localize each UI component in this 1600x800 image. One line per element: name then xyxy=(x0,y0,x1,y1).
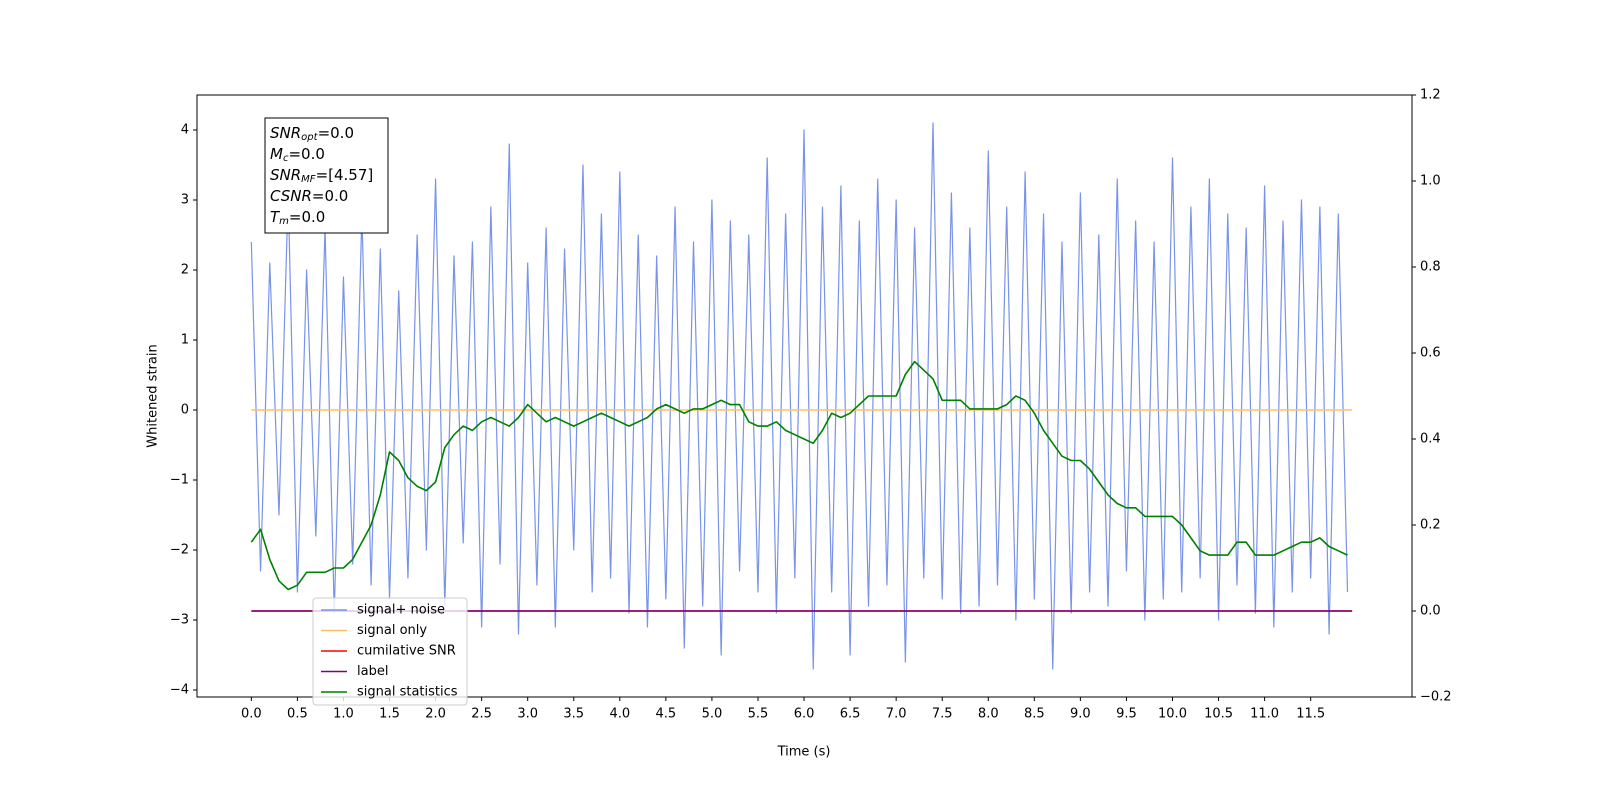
x-tick-label: 5.5 xyxy=(748,707,769,722)
y-tick-label: −3 xyxy=(170,613,189,628)
annotation-text: =0.0 xyxy=(289,208,325,226)
annotation-subscript: MF xyxy=(301,174,316,185)
legend-label: cumilative SNR xyxy=(357,644,456,659)
annotation-line: SNRopt=0.0 xyxy=(270,124,354,144)
legend-label: signal statistics xyxy=(357,685,458,700)
x-tick-label: 3.0 xyxy=(517,707,538,722)
x-tick-label: 9.0 xyxy=(1070,707,1091,722)
annotation-text: =0.0 xyxy=(312,187,348,205)
x-tick-label: 8.5 xyxy=(1024,707,1045,722)
x-tick-label: 0.5 xyxy=(287,707,308,722)
y-tick-label: 3 xyxy=(181,193,189,208)
x-tick-label: 4.5 xyxy=(656,707,677,722)
x-tick-label: 10.0 xyxy=(1158,707,1187,722)
annotation-symbol: T xyxy=(270,208,281,226)
legend-label: signal only xyxy=(357,623,427,638)
x-tick-label: 2.5 xyxy=(471,707,492,722)
plot-area xyxy=(250,122,1353,670)
y-axis-label: Whitened strain xyxy=(146,344,161,447)
annotation-subscript: c xyxy=(283,153,289,164)
x-tick-label: 11.0 xyxy=(1250,707,1279,722)
annotation-subscript: opt xyxy=(301,132,318,143)
x-tick-label: 2.0 xyxy=(425,707,446,722)
y-tick-label: −1 xyxy=(170,473,189,488)
annotation-text: =[4.57] xyxy=(316,166,374,184)
y-tick-label: −4 xyxy=(170,683,189,698)
x-tick-label: 11.5 xyxy=(1296,707,1325,722)
legend-frame xyxy=(312,597,468,706)
annotation-symbol: SNR xyxy=(270,124,301,142)
annotation-line: SNRMF=[4.57] xyxy=(270,166,373,186)
x-tick-label: 3.5 xyxy=(563,707,584,722)
y-tick-label: 4 xyxy=(181,123,189,138)
series-line xyxy=(250,360,1348,591)
annotation-subscript: m xyxy=(279,216,289,227)
y-tick-label: 2 xyxy=(181,263,189,278)
annotation-text: =0.0 xyxy=(318,124,354,142)
annotation-symbol: M xyxy=(270,145,283,163)
x-tick-label: 7.0 xyxy=(886,707,907,722)
legend-label: label xyxy=(357,664,388,679)
annotation-text: =0.0 xyxy=(288,145,324,163)
y-tick-label: −2 xyxy=(170,543,189,558)
x-tick-label: 9.5 xyxy=(1116,707,1137,722)
y2-tick-label: 0.6 xyxy=(1420,346,1441,361)
y2-tick-label: 0.0 xyxy=(1420,604,1441,619)
x-tick-label: 5.0 xyxy=(702,707,723,722)
annotation-box: SNRopt=0.0Mc=0.0SNRMF=[4.57]CSNR=0.0Tm=0… xyxy=(264,117,389,234)
legend-label: signal+ noise xyxy=(357,603,445,618)
x-tick-label: 4.0 xyxy=(609,707,630,722)
x-tick-label: 1.0 xyxy=(333,707,354,722)
x-tick-label: 6.5 xyxy=(840,707,861,722)
x-tick-label: 10.5 xyxy=(1204,707,1233,722)
x-tick-label: 7.5 xyxy=(932,707,953,722)
x-tick-label: 0.0 xyxy=(241,707,262,722)
annotation-line: Mc=0.0 xyxy=(270,145,325,165)
x-axis-label: Time (s) xyxy=(777,745,831,760)
y2-tick-label: 0.4 xyxy=(1420,432,1441,447)
y2-tick-label: 1.2 xyxy=(1420,88,1441,103)
y-tick-label: 1 xyxy=(181,333,189,348)
y2-tick-label: 0.8 xyxy=(1420,260,1441,275)
legend: signal+ noise signal only cumilative SNR la… xyxy=(312,597,468,706)
y-tick-label: 0 xyxy=(181,403,189,418)
x-tick-label: 1.5 xyxy=(379,707,400,722)
annotation-symbol: CSNR xyxy=(270,187,312,205)
y2-tick-label: 1.0 xyxy=(1420,174,1441,189)
x-tick-label: 6.0 xyxy=(794,707,815,722)
y2-tick-label: −0.2 xyxy=(1420,690,1452,705)
annotation-line: Tm=0.0 xyxy=(270,208,325,228)
y2-tick-label: 0.2 xyxy=(1420,518,1441,533)
annotation-line: CSNR=0.0 xyxy=(270,187,348,205)
x-tick-label: 8.0 xyxy=(978,707,999,722)
series-line xyxy=(250,122,1349,670)
annotation-frame xyxy=(264,117,389,234)
annotation-symbol: SNR xyxy=(270,166,301,184)
